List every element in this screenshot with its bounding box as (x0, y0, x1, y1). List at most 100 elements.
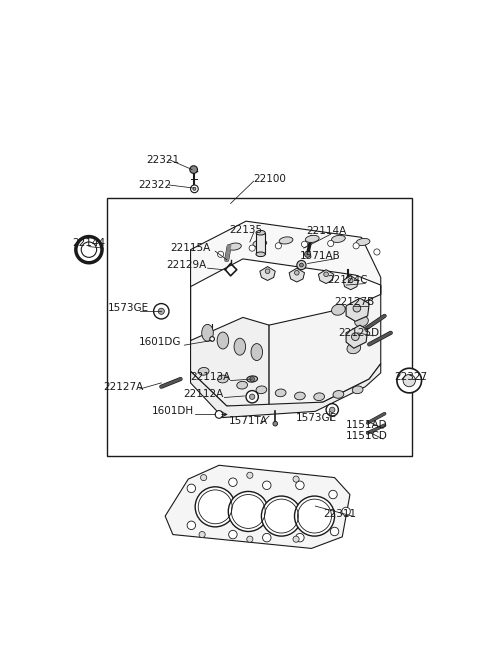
Text: 22100: 22100 (254, 174, 287, 184)
Text: 22114A: 22114A (306, 226, 346, 236)
Text: 1573GE: 1573GE (108, 303, 148, 313)
Circle shape (199, 531, 205, 538)
Circle shape (158, 308, 164, 314)
Circle shape (263, 481, 271, 489)
Circle shape (190, 166, 197, 173)
Circle shape (246, 390, 258, 403)
Circle shape (304, 251, 311, 257)
Ellipse shape (247, 376, 258, 382)
Circle shape (330, 407, 335, 413)
Text: 22321: 22321 (146, 155, 179, 165)
Ellipse shape (251, 344, 263, 361)
Text: 22127A: 22127A (104, 382, 144, 392)
Ellipse shape (356, 238, 370, 245)
Circle shape (296, 481, 304, 489)
Circle shape (297, 260, 306, 270)
Ellipse shape (333, 390, 344, 398)
Text: 22125D: 22125D (338, 328, 380, 338)
Polygon shape (343, 276, 359, 290)
Circle shape (351, 333, 359, 340)
Text: 22112A: 22112A (183, 390, 223, 400)
Ellipse shape (347, 342, 360, 354)
Ellipse shape (256, 252, 265, 256)
Circle shape (247, 536, 253, 543)
Circle shape (217, 251, 224, 257)
Circle shape (191, 185, 198, 193)
Polygon shape (346, 325, 368, 348)
Polygon shape (289, 268, 304, 282)
Ellipse shape (256, 386, 267, 394)
Circle shape (201, 474, 207, 481)
Text: 1151CD: 1151CD (346, 431, 388, 441)
Circle shape (295, 496, 335, 536)
Text: 22144: 22144 (72, 239, 105, 249)
Bar (256, 233, 265, 255)
Circle shape (215, 411, 223, 419)
Text: 22311: 22311 (323, 509, 356, 519)
Polygon shape (191, 221, 381, 287)
Circle shape (275, 243, 281, 249)
Ellipse shape (228, 243, 241, 250)
Circle shape (154, 304, 169, 319)
Text: 22327: 22327 (394, 373, 427, 382)
Circle shape (353, 304, 361, 312)
Ellipse shape (217, 375, 228, 383)
Ellipse shape (198, 367, 209, 375)
Circle shape (273, 421, 277, 426)
Ellipse shape (332, 236, 345, 243)
Bar (108, 198, 411, 456)
Circle shape (293, 536, 299, 543)
Polygon shape (191, 287, 269, 410)
Text: 22127B: 22127B (335, 297, 375, 307)
Text: 1571AB: 1571AB (300, 251, 341, 261)
Circle shape (300, 263, 303, 267)
Ellipse shape (217, 332, 228, 349)
Circle shape (210, 337, 215, 341)
Circle shape (187, 521, 195, 529)
Text: 22124C: 22124C (327, 276, 367, 285)
Ellipse shape (253, 240, 267, 247)
Ellipse shape (352, 386, 363, 394)
Circle shape (342, 507, 350, 516)
Polygon shape (165, 465, 350, 548)
Polygon shape (269, 285, 381, 410)
Circle shape (296, 533, 304, 542)
Circle shape (328, 240, 334, 247)
Circle shape (301, 241, 308, 247)
Circle shape (353, 243, 359, 249)
Polygon shape (260, 266, 275, 281)
Circle shape (293, 476, 299, 482)
Ellipse shape (295, 392, 305, 400)
Ellipse shape (305, 236, 319, 243)
Circle shape (265, 269, 270, 274)
Circle shape (374, 249, 380, 255)
Ellipse shape (275, 389, 286, 397)
Text: 22115A: 22115A (170, 243, 211, 253)
Circle shape (228, 478, 237, 487)
Circle shape (329, 490, 337, 499)
Ellipse shape (314, 393, 324, 401)
Circle shape (295, 270, 299, 275)
Circle shape (193, 188, 196, 190)
Polygon shape (191, 363, 381, 417)
Circle shape (326, 403, 338, 416)
Polygon shape (346, 298, 369, 321)
Circle shape (262, 496, 301, 536)
Ellipse shape (279, 237, 293, 244)
Text: 22113A: 22113A (191, 373, 231, 382)
Circle shape (250, 394, 255, 400)
Circle shape (324, 272, 328, 277)
Ellipse shape (237, 381, 248, 389)
Text: 1573GE: 1573GE (296, 413, 337, 422)
Polygon shape (318, 270, 334, 283)
Ellipse shape (234, 338, 246, 355)
Circle shape (403, 375, 415, 387)
Circle shape (195, 487, 235, 527)
Ellipse shape (256, 230, 265, 235)
Ellipse shape (202, 324, 213, 341)
Circle shape (247, 472, 253, 478)
Text: 1601DH: 1601DH (152, 406, 194, 417)
Text: 22135: 22135 (229, 224, 262, 235)
Text: 1601DG: 1601DG (139, 337, 181, 347)
Circle shape (348, 278, 353, 283)
